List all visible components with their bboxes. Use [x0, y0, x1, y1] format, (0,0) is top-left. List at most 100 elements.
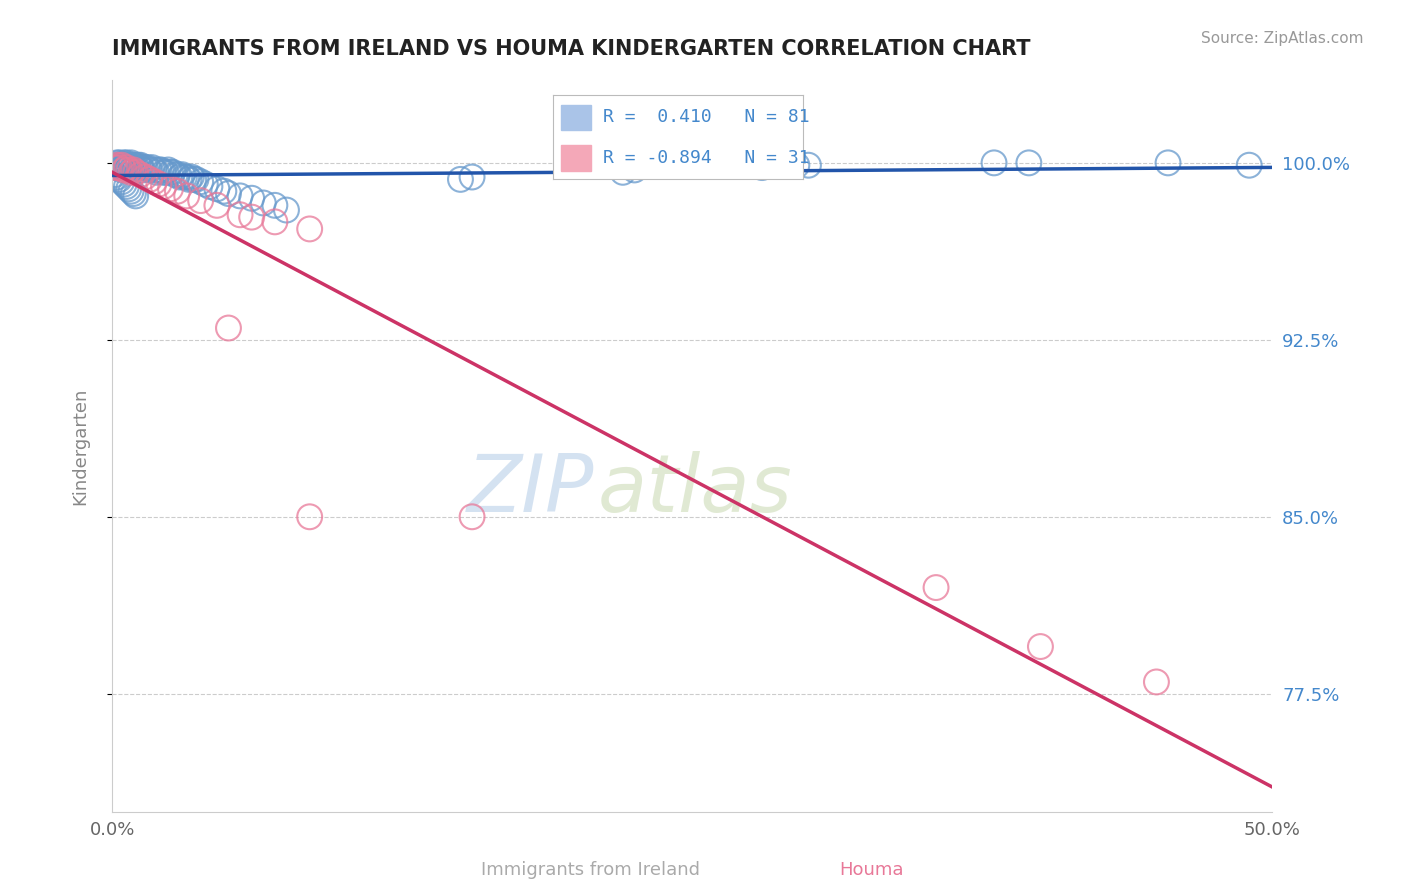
Point [183, 172, 205, 186]
Point [134, 169, 156, 184]
Point [450, 172, 472, 186]
Point [190, 194, 212, 208]
Point [198, 179, 221, 194]
Point [1018, 156, 1040, 170]
Point [120, 184, 142, 198]
Point [150, 163, 173, 178]
Point [190, 175, 212, 189]
Point [118, 182, 141, 196]
Point [194, 177, 217, 191]
Point [127, 158, 149, 172]
Point [240, 191, 263, 205]
Text: ZIP: ZIP [467, 450, 593, 529]
Text: atlas: atlas [598, 450, 792, 529]
Point [229, 208, 252, 222]
Point [129, 161, 152, 175]
Point [152, 165, 174, 179]
Point [229, 189, 252, 203]
Text: Houma: Houma [839, 861, 904, 879]
Point [925, 581, 948, 595]
Point [122, 186, 145, 201]
Point [205, 198, 228, 212]
Point [264, 215, 287, 229]
Point [143, 175, 166, 189]
Point [184, 172, 207, 186]
Point [264, 198, 287, 212]
Point [1157, 156, 1180, 170]
Point [461, 169, 484, 184]
Bar [561, 145, 591, 170]
Point [797, 158, 820, 172]
Point [115, 158, 138, 172]
Point [205, 182, 228, 196]
Point [108, 156, 131, 170]
Point [298, 222, 321, 236]
Point [105, 156, 128, 170]
Point [122, 161, 145, 175]
Point [115, 161, 138, 175]
Point [134, 161, 156, 175]
Text: IMMIGRANTS FROM IRELAND VS HOUMA KINDERGARTEN CORRELATION CHART: IMMIGRANTS FROM IRELAND VS HOUMA KINDERG… [112, 39, 1031, 59]
Point [108, 172, 131, 186]
Point [623, 163, 645, 178]
Point [108, 158, 131, 172]
Point [111, 158, 134, 172]
Point [122, 163, 145, 178]
Point [218, 321, 240, 335]
Point [148, 177, 170, 191]
Point [148, 163, 170, 178]
Point [252, 196, 274, 211]
Point [176, 189, 198, 203]
Point [159, 182, 181, 196]
Point [180, 169, 202, 184]
Point [105, 158, 128, 172]
Point [166, 184, 188, 198]
Point [143, 163, 166, 178]
Point [152, 179, 174, 194]
Point [159, 165, 181, 179]
Point [120, 158, 142, 172]
Point [112, 161, 135, 175]
Point [105, 158, 128, 172]
Point [461, 509, 484, 524]
Point [104, 168, 127, 182]
Point [104, 161, 127, 175]
Point [112, 163, 135, 178]
Point [177, 172, 200, 186]
Point [124, 158, 148, 172]
Point [157, 163, 180, 178]
Point [138, 172, 160, 186]
Point [124, 189, 148, 203]
Point [112, 158, 135, 172]
Text: Immigrants from Ireland: Immigrants from Ireland [481, 861, 700, 879]
Point [118, 161, 141, 175]
Point [118, 158, 141, 172]
Point [1146, 675, 1168, 690]
Point [129, 158, 152, 172]
Point [105, 169, 128, 184]
Point [218, 186, 240, 201]
Point [115, 156, 138, 170]
Bar [561, 105, 591, 130]
Point [173, 169, 195, 184]
Point [108, 161, 131, 175]
Point [111, 158, 134, 172]
Point [124, 165, 148, 179]
Text: R = -0.894   N = 31: R = -0.894 N = 31 [603, 149, 810, 167]
Point [129, 168, 152, 182]
Point [131, 163, 153, 178]
Point [786, 158, 808, 172]
Point [162, 165, 184, 179]
Point [165, 168, 187, 182]
Point [120, 156, 142, 170]
Point [108, 161, 131, 175]
Text: Source: ZipAtlas.com: Source: ZipAtlas.com [1201, 31, 1364, 46]
Point [111, 161, 134, 175]
Point [115, 179, 138, 194]
Point [240, 210, 263, 224]
Point [145, 165, 167, 179]
Point [298, 509, 321, 524]
Point [176, 169, 198, 184]
Point [155, 165, 177, 179]
Point [169, 169, 191, 184]
